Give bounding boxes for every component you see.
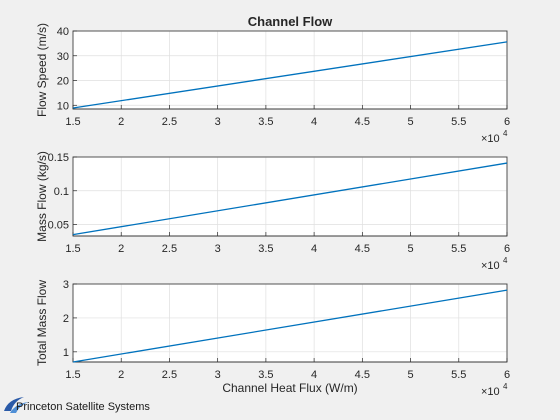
x-exponent-power: 4	[503, 129, 508, 138]
y-tick-label: 0.05	[48, 220, 69, 232]
x-tick-label: 6	[504, 116, 510, 128]
x-tick-label: 5	[407, 116, 413, 128]
subplot-2: 1.5 2 2.5 3 3.5 4 4.5 5 5.5 60.050.10.15×10 4Mass …	[35, 151, 510, 272]
x-exponent-label: ×10	[481, 260, 500, 272]
x-tick-label: 2.5	[162, 116, 177, 128]
x-tick-label: 2.5	[162, 369, 177, 381]
y-axis-label: Flow Speed (m/s)	[35, 23, 49, 117]
x-tick-label: 5.5	[451, 369, 466, 381]
x-tick-label: 4	[311, 116, 317, 128]
axes-background	[72, 30, 508, 110]
x-tick-label: 3.5	[258, 243, 273, 255]
y-tick-label: 0.15	[48, 152, 69, 164]
x-tick-label: 6	[504, 243, 510, 255]
series-line	[72, 41, 508, 109]
x-tick-label: 4	[311, 243, 317, 255]
y-tick-label: 10	[57, 100, 69, 112]
x-tick-label: 5.5	[451, 243, 466, 255]
x-tick-label: 5	[407, 369, 413, 381]
y-tick-label: 40	[57, 26, 69, 38]
y-tick-label: 0.1	[54, 186, 69, 198]
x-tick-label: 4	[311, 369, 317, 381]
chart-title: Channel Flow	[248, 14, 333, 29]
x-tick-label: 6	[504, 369, 510, 381]
y-tick-label: 1	[63, 347, 69, 359]
axes-background	[72, 283, 508, 363]
x-tick-label: 1.5	[65, 243, 80, 255]
x-tick-label: 1.5	[65, 116, 80, 128]
y-tick-label: 3	[63, 279, 69, 291]
logo: Princeton Satellite Systems	[2, 393, 202, 417]
axes-frame	[72, 30, 508, 110]
x-tick-label: 2	[118, 243, 124, 255]
x-tick-label: 3.5	[258, 116, 273, 128]
x-tick-label: 2.5	[162, 243, 177, 255]
y-axis-label: Mass Flow (kg/s)	[35, 151, 49, 242]
x-tick-label: 2	[118, 369, 124, 381]
x-tick-label: 4.5	[355, 243, 370, 255]
logo-text: Princeton Satellite Systems	[16, 401, 150, 413]
x-tick-label: 3	[215, 116, 221, 128]
psa-logo-icon	[4, 397, 28, 413]
x-tick-label: 5.5	[451, 116, 466, 128]
x-tick-label: 3	[215, 243, 221, 255]
x-exponent-power: 4	[503, 382, 508, 391]
x-tick-label: 4.5	[355, 116, 370, 128]
x-tick-label: 3.5	[258, 369, 273, 381]
axes-frame	[72, 283, 508, 363]
series-line	[72, 289, 508, 363]
y-axis-label: Total Mass Flow	[35, 280, 49, 366]
x-axis-label: Channel Heat Flux (W/m)	[222, 381, 357, 395]
y-tick-label: 2	[63, 313, 69, 325]
x-tick-label: 3	[215, 369, 221, 381]
x-tick-label: 4.5	[355, 369, 370, 381]
x-tick-label: 1.5	[65, 369, 80, 381]
logo-label: Princeton Satellite Systems	[16, 401, 150, 413]
y-tick-label: 20	[57, 76, 69, 88]
x-tick-label: 5	[407, 243, 413, 255]
x-exponent-label: ×10	[481, 386, 500, 398]
x-tick-label: 2	[118, 116, 124, 128]
x-exponent-label: ×10	[481, 133, 500, 145]
y-tick-label: 30	[57, 51, 69, 63]
axes-frame	[72, 156, 508, 237]
x-exponent-power: 4	[503, 256, 508, 265]
series-line	[72, 162, 508, 236]
